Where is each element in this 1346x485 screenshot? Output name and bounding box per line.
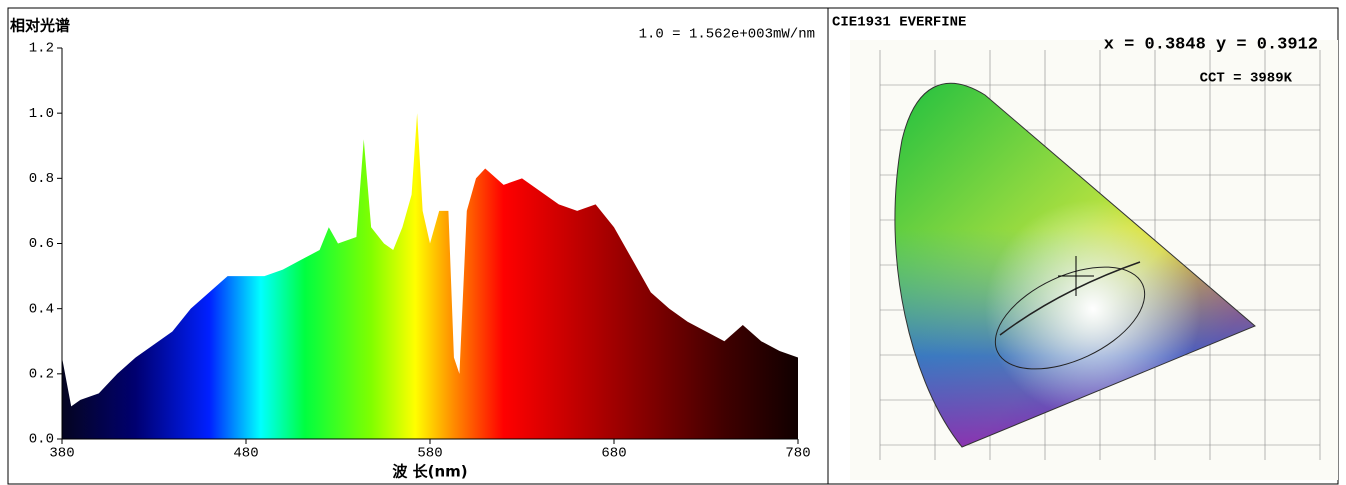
- planckian-locus: [999, 261, 1141, 336]
- y-tick-label: 0.6: [29, 236, 54, 252]
- spectrum-plot: 0.0 0.2 0.4 0.6 0.8 1.0 1.2 380 480 580 680 780: [29, 41, 811, 462]
- y-tick-label: 1.0: [29, 106, 54, 122]
- y-tick-label: 1.2: [29, 41, 54, 57]
- x-tick-label: 480: [233, 446, 258, 462]
- cie-white: [894, 82, 1256, 448]
- cie-marker: [1058, 256, 1094, 296]
- cie-cct: CCT = 3989K: [1200, 71, 1293, 87]
- cie-title: CIE1931 EVERFINE: [832, 15, 966, 31]
- y-tick-label: 0.0: [29, 432, 54, 448]
- cie-coordinates: x = 0.3848 y = 0.3912: [1104, 35, 1318, 54]
- annotation: 1.0 = 1.562e+003mW/nm: [639, 27, 815, 43]
- y-tick-label: 0.4: [29, 301, 54, 317]
- spectrum-area: [62, 113, 798, 440]
- cie-region: [994, 266, 1146, 370]
- chart-title: 相对光谱: [10, 17, 70, 35]
- x-tick-label: 780: [785, 446, 810, 462]
- cie-diagram: [850, 40, 1338, 480]
- y-tick-label: 0.2: [29, 367, 54, 383]
- x-tick-label: 380: [49, 446, 74, 462]
- y-tick-label: 0.8: [29, 171, 54, 187]
- x-tick-label: 580: [417, 446, 442, 462]
- x-axis-label: 波 长(nm): [392, 463, 467, 481]
- x-tick-label: 680: [601, 446, 626, 462]
